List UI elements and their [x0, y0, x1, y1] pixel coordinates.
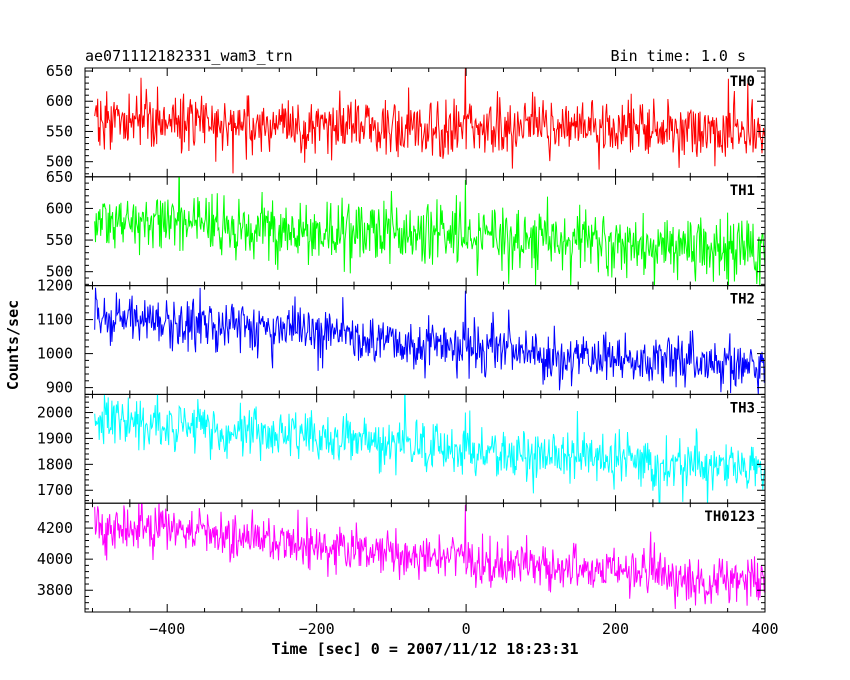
panel-th0: 500 550 600 650 TH0 [46, 62, 766, 178]
panel-label-th0: TH0 [730, 74, 755, 90]
series-line-th1 [94, 176, 765, 286]
series-line-th0123 [94, 503, 765, 610]
y-tick-label: 4200 [37, 519, 73, 537]
y-tick-label: 550 [46, 122, 73, 140]
x-tick-label: 200 [602, 620, 629, 638]
x-tick-label: −400 [149, 620, 185, 638]
panel-label-th2: TH2 [730, 292, 755, 308]
x-tick-label: 400 [751, 620, 778, 638]
y-tick-label: 900 [46, 379, 73, 397]
bin-time-label: Bin time: 1.0 s [611, 47, 746, 65]
x-axis: −400 −200 0 200 400 [149, 620, 778, 638]
y-tick-label: 500 [46, 263, 73, 281]
y-tick-label: 650 [46, 62, 73, 80]
panel-label-th0123: TH0123 [704, 509, 755, 525]
x-axis-title: Time [sec] 0 = 2007/11/12 18:23:31 [271, 640, 578, 658]
panel-th0123: 3800 4000 4200 TH0123 [37, 502, 766, 613]
series-line-th0 [94, 68, 765, 174]
y-tick-label: 550 [46, 231, 73, 249]
y-tick-label: 1800 [37, 455, 73, 473]
y-tick-label: 650 [46, 168, 73, 186]
panel-label-th3: TH3 [730, 400, 755, 416]
x-tick-label: −200 [299, 620, 335, 638]
panel-th2: 900 1000 1100 1200 TH2 [37, 277, 766, 397]
y-tick-label: 600 [46, 92, 73, 110]
series-line-th2 [94, 287, 765, 395]
panel-th3: 1700 1800 1900 2000 TH3 [37, 393, 766, 504]
y-tick-label: 2000 [37, 404, 73, 422]
y-axis-title: Counts/sec [4, 300, 22, 390]
y-tick-label: 3800 [37, 581, 73, 599]
y-tick-label: 4000 [37, 550, 73, 568]
panel-th1: 500 550 600 650 TH1 [46, 168, 766, 287]
y-tick-label: 1000 [37, 345, 73, 363]
panels: 500 550 600 650 TH0 500 550 600 650 TH1 900 1000 110… [37, 62, 766, 613]
panel-label-th1: TH1 [730, 183, 755, 199]
panel-frame [84, 502, 766, 613]
x-tick-label: 0 [462, 620, 471, 638]
series-line-th3 [94, 394, 765, 504]
y-tick-label: 500 [46, 153, 73, 171]
y-tick-label: 1900 [37, 429, 73, 447]
y-tick-label: 1100 [37, 311, 73, 329]
y-tick-label: 1200 [37, 277, 73, 295]
y-tick-label: 600 [46, 199, 73, 217]
y-tick-label: 1700 [37, 481, 73, 499]
chart-title: ae071112182331_wam3_trn [85, 47, 293, 65]
